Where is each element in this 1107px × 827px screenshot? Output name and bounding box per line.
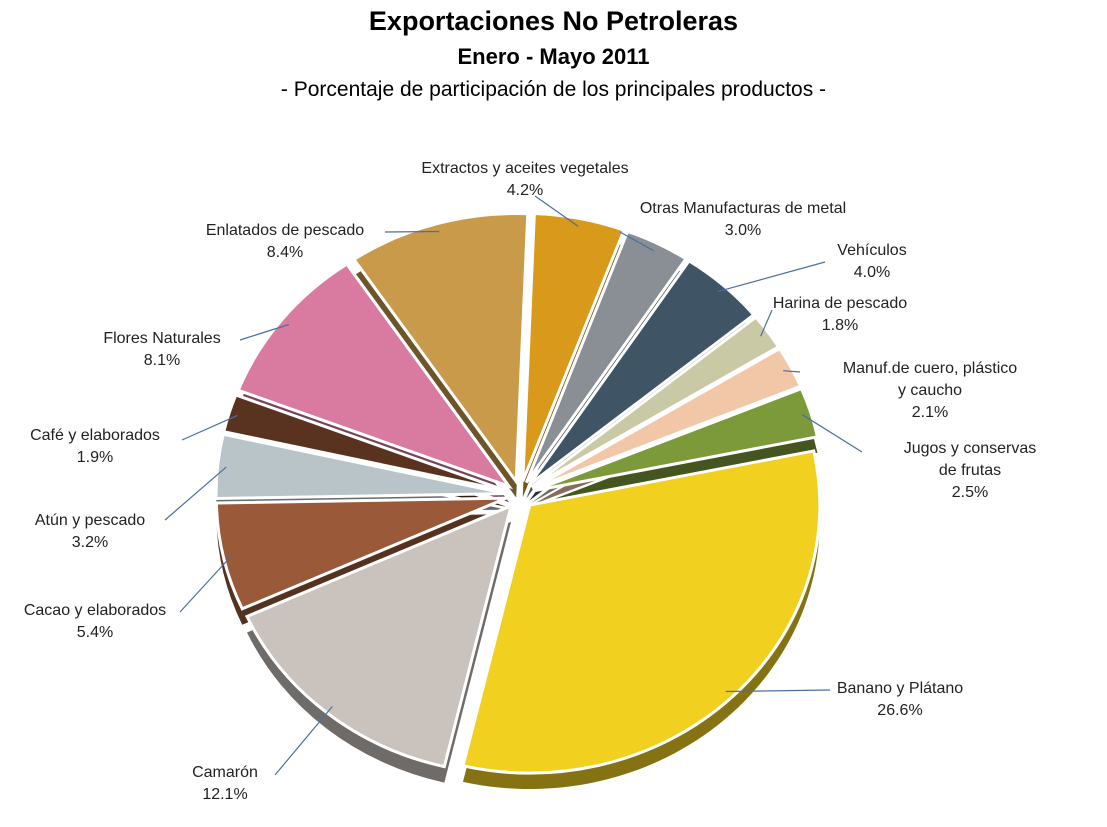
slice-value: 4.0%	[837, 262, 906, 284]
slice-name: Camarón	[192, 762, 258, 784]
slice-value: 2.1%	[842, 402, 1019, 424]
chart-title: Exportaciones No Petroleras	[0, 6, 1107, 37]
slice-value: 3.2%	[35, 532, 145, 554]
slice-name: Jugos y conservas de frutas	[902, 438, 1039, 482]
slice-value: 8.1%	[103, 350, 220, 372]
leader-line	[385, 231, 439, 232]
slice-name: Extractos y aceites vegetales	[421, 158, 628, 180]
leader-line	[180, 555, 232, 612]
leader-line	[275, 707, 332, 775]
slice-name: Vehículos	[837, 240, 906, 262]
slice-name: Cacao y elaborados	[24, 600, 166, 622]
leader-line	[718, 262, 825, 292]
chart-caption: - Porcentaje de participación de los pri…	[0, 78, 1107, 102]
slice-value: 4.2%	[421, 180, 628, 202]
slice-value: 1.9%	[30, 447, 160, 469]
slice-name: Flores Naturales	[103, 328, 220, 350]
slice-value: 1.8%	[773, 315, 907, 337]
slice-value: 8.4%	[206, 242, 364, 264]
slice-name: Manuf.de cuero, plástico y caucho	[842, 358, 1019, 402]
slice-value: 5.4%	[24, 622, 166, 644]
slice-name: Enlatados de pescado	[206, 220, 364, 242]
slice-name: Banano y Plátano	[837, 678, 963, 700]
slice	[463, 451, 820, 773]
slice-value: 2.5%	[902, 482, 1039, 504]
slice-value: 12.1%	[192, 784, 258, 806]
slice-name: Otras Manufacturas de metal	[640, 198, 846, 220]
slice-name: Atún y pescado	[35, 510, 145, 532]
slice-name: Café y elaborados	[30, 425, 160, 447]
slice-value: 26.6%	[837, 700, 963, 722]
slice-name: Harina de pescado	[773, 293, 907, 315]
page: Exportaciones No Petroleras Enero - Mayo…	[0, 0, 1107, 827]
slice-value: 3.0%	[640, 220, 846, 242]
chart-subtitle: Enero - Mayo 2011	[0, 44, 1107, 70]
